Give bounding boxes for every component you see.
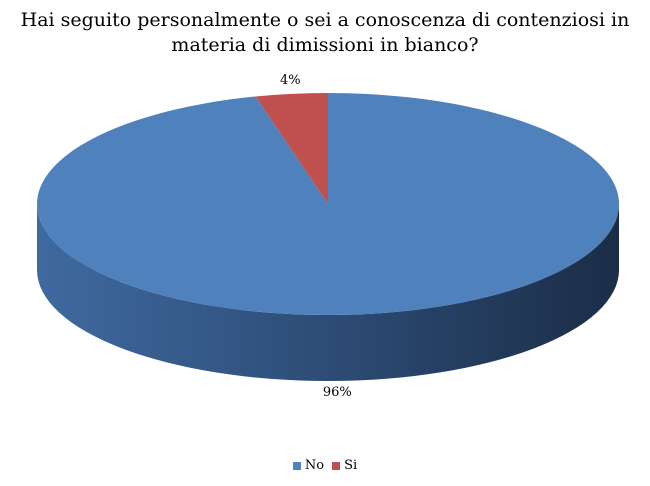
legend-label-si: Si — [344, 458, 358, 473]
data-label-no: 96% — [323, 385, 352, 400]
pie-slice-no — [37, 93, 620, 315]
legend-swatch-no — [292, 461, 301, 470]
chart-title-line-2: materia di dimissioni in bianco? — [171, 34, 479, 56]
chart-legend: No Si — [0, 458, 650, 473]
chart-title: Hai seguito personalmente o sei a conosc… — [0, 8, 650, 58]
pie-side-no — [37, 204, 619, 381]
chart-title-line-1: Hai seguito personalmente o sei a conosc… — [20, 9, 630, 31]
pie-slice-si — [255, 93, 328, 204]
data-label-si: 4% — [280, 73, 301, 88]
legend-item-si: Si — [332, 458, 357, 473]
legend-swatch-si — [332, 461, 341, 470]
legend-item-no: No — [292, 458, 325, 473]
legend-label-no: No — [304, 458, 325, 473]
